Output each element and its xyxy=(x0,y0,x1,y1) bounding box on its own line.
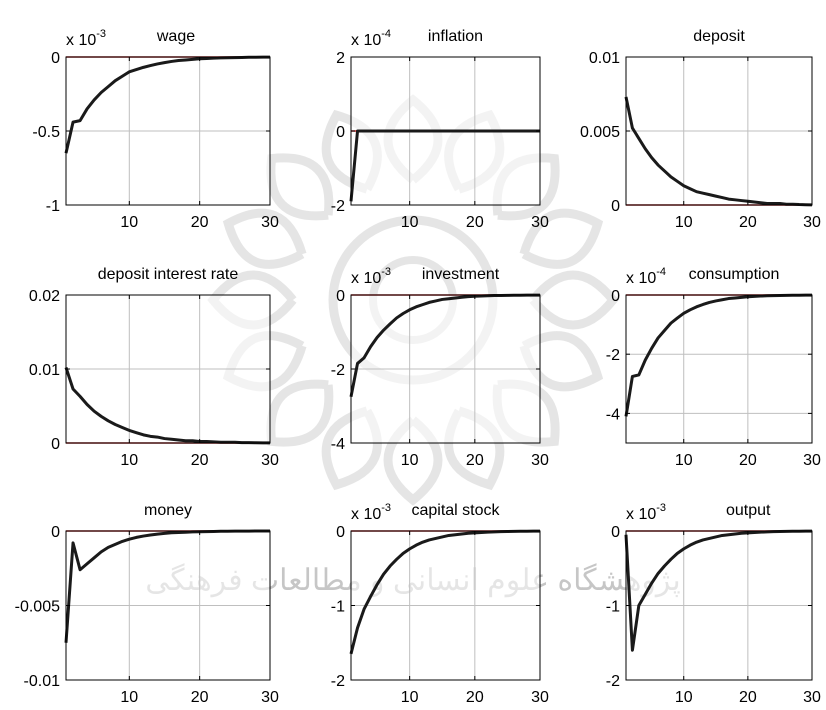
x-tick-label: 10 xyxy=(675,689,693,706)
x-tick-label: 20 xyxy=(739,214,757,231)
x-tick-label: 30 xyxy=(803,452,821,469)
panel-title: output xyxy=(726,502,771,519)
x-tick-label: 30 xyxy=(531,452,549,469)
x-tick-label: 20 xyxy=(739,689,757,706)
series-line xyxy=(349,129,540,202)
axis-exponent-label: x 10-3 xyxy=(626,502,666,523)
panel-title: wage xyxy=(156,28,195,45)
x-tick-label: 20 xyxy=(191,689,209,706)
panel-title: investment xyxy=(422,266,500,283)
plot-area xyxy=(626,295,812,443)
y-tick-label: -1 xyxy=(46,198,60,215)
y-tick-label: 0 xyxy=(336,288,345,305)
x-tick-label: 30 xyxy=(261,689,279,706)
y-tick-label: 0.005 xyxy=(580,124,620,141)
x-tick-label: 20 xyxy=(191,214,209,231)
y-tick-label: 0.01 xyxy=(589,50,620,67)
x-tick-label: 10 xyxy=(675,452,693,469)
series-line xyxy=(624,96,813,207)
y-tick-label: -2 xyxy=(331,673,345,690)
x-tick-label: 20 xyxy=(739,452,757,469)
series-line xyxy=(64,55,270,154)
panel-inflation: 10 20 30 -2 0 2 x 10-4 inflation xyxy=(331,28,549,231)
y-tick-label: 0 xyxy=(611,198,620,215)
y-tick-label: -1 xyxy=(331,599,345,616)
x-tick-label: 10 xyxy=(120,214,138,231)
axis-exponent-label: x 10-4 xyxy=(351,28,391,49)
panel-title: inflation xyxy=(428,28,483,45)
y-tick-label: 0 xyxy=(336,524,345,541)
axes-box xyxy=(625,294,813,444)
y-tick-label: 0.01 xyxy=(29,362,60,379)
panels-grid: 10 20 30 -1 -0.5 0 x 10-3 wage 10 20 30 -2 0 2 x 10-4 i… xyxy=(15,28,821,706)
y-tick-label: -0.005 xyxy=(15,599,60,616)
x-tick-label: 30 xyxy=(531,214,549,231)
x-tick-label: 20 xyxy=(466,214,484,231)
axis-exponent-label: x 10-3 xyxy=(66,28,106,49)
panel-deposit-interest-rate: 10 20 30 0 0.01 0.02 deposit interest rate xyxy=(29,266,279,469)
x-tick-label: 10 xyxy=(401,452,419,469)
axis-exponent-label: x 10-4 xyxy=(626,266,666,287)
x-tick-label: 30 xyxy=(261,452,279,469)
panel-output: 10 20 30 -2 -1 0 x 10-3 output xyxy=(606,502,821,706)
x-tick-label: 20 xyxy=(466,689,484,706)
axis-exponent-label: x 10-3 xyxy=(351,502,391,523)
y-tick-label: -2 xyxy=(331,362,345,379)
panel-money: 10 20 30 -0.01 -0.005 0 money xyxy=(15,502,279,706)
panel-title: deposit xyxy=(693,28,745,45)
x-tick-label: 10 xyxy=(401,214,419,231)
y-tick-label: -0.01 xyxy=(24,673,61,690)
y-tick-label: -0.5 xyxy=(32,124,60,141)
x-tick-label: 10 xyxy=(120,689,138,706)
y-tick-label: 0 xyxy=(611,288,620,305)
x-tick-label: 30 xyxy=(803,214,821,231)
y-tick-label: 0.02 xyxy=(29,288,60,305)
y-tick-label: -1 xyxy=(606,599,620,616)
y-tick-label: -4 xyxy=(331,436,345,453)
y-tick-label: -4 xyxy=(606,406,620,423)
axis-exponent-label: x 10-3 xyxy=(351,266,391,287)
panel-title: consumption xyxy=(689,266,780,283)
panel-capital-stock: 10 20 30 -2 -1 0 x 10-3 capital stock xyxy=(331,502,549,706)
y-tick-label: 0 xyxy=(336,124,345,141)
y-tick-label: 0 xyxy=(51,524,60,541)
panel-title: deposit interest rate xyxy=(98,266,239,283)
x-tick-label: 10 xyxy=(675,214,693,231)
panel-title: money xyxy=(144,502,192,519)
series-line xyxy=(64,367,271,445)
panel-investment: 10 20 30 -4 -2 0 x 10-3 investment xyxy=(331,266,549,469)
x-tick-label: 20 xyxy=(191,452,209,469)
x-tick-label: 30 xyxy=(803,689,821,706)
x-tick-label: 10 xyxy=(120,452,138,469)
y-tick-label: 0 xyxy=(51,50,60,67)
panel-wage: 10 20 30 -1 -0.5 0 x 10-3 wage xyxy=(32,28,279,231)
panel-consumption: 10 20 30 -4 -2 0 x 10-4 consumption xyxy=(606,266,821,469)
x-tick-label: 20 xyxy=(466,452,484,469)
y-tick-label: -2 xyxy=(331,198,345,215)
y-tick-label: -2 xyxy=(606,673,620,690)
y-tick-label: 0 xyxy=(611,524,620,541)
y-tick-label: 2 xyxy=(336,50,345,67)
panel-title: capital stock xyxy=(411,502,500,519)
x-tick-label: 30 xyxy=(261,214,279,231)
x-tick-label: 30 xyxy=(531,689,549,706)
y-tick-label: -2 xyxy=(606,347,620,364)
panel-deposit: 10 20 30 0 0.005 0.01 deposit xyxy=(580,28,821,231)
y-tick-label: 0 xyxy=(51,436,60,453)
x-tick-label: 10 xyxy=(401,689,419,706)
